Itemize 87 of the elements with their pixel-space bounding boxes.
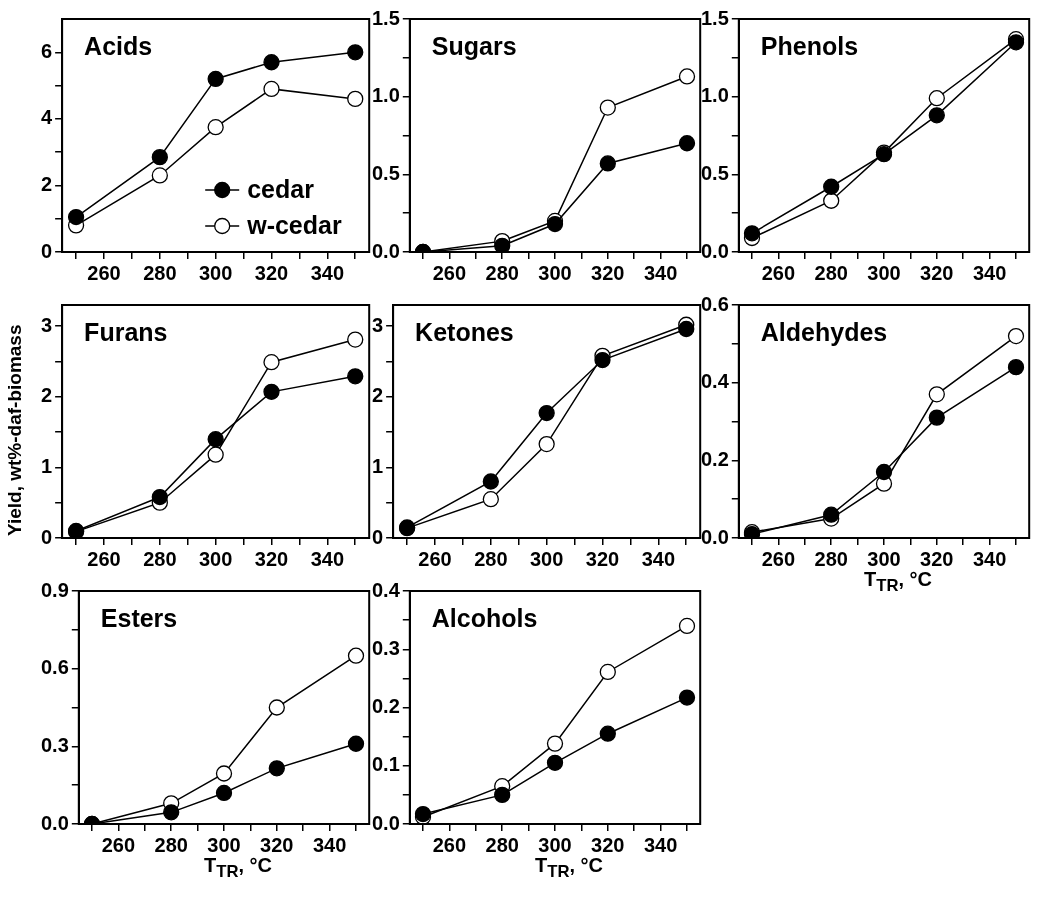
x-tick-label: 260 (87, 261, 121, 284)
y-tick-label: 0.9 (40, 578, 69, 601)
x-tick-label: 300 (198, 261, 233, 284)
x-axis-title: T$_{TR}$, °C (863, 568, 933, 596)
x-tick-label: 280 (143, 261, 177, 284)
x-tick-label: 280 (814, 261, 848, 284)
y-tick-label: 1 (372, 454, 384, 477)
x-tick-label: 340 (310, 261, 345, 284)
x-tick-label: 340 (643, 261, 678, 284)
x-tick-label: 320 (920, 261, 954, 284)
x-tick-label: 300 (538, 261, 572, 284)
x-tick-label: 260 (101, 833, 136, 856)
y-tick-label: 0.0 (371, 811, 400, 834)
y-tick-label: 0.0 (700, 525, 729, 548)
x-tick-label: 320 (254, 261, 289, 284)
x-tick-label: 300 (529, 547, 564, 570)
x-tick-label: 300 (198, 547, 233, 570)
x-tick-label: 300 (207, 833, 241, 856)
y-tick-label: 3 (372, 313, 384, 336)
y-tick-label: 0.2 (371, 695, 400, 718)
y-tick-label: 0.5 (371, 161, 400, 184)
x-tick-label: 320 (920, 547, 954, 570)
text: Acids (84, 32, 153, 60)
x-tick-label: 340 (641, 547, 676, 570)
x-tick-label: 320 (254, 547, 289, 570)
y-tick-label: 3 (41, 313, 53, 336)
text: Sugars (431, 32, 517, 60)
y-tick-label: 0.0 (700, 239, 729, 262)
x-tick-label: 260 (761, 547, 796, 570)
x-axis-title: T$_{TR}$, °C (534, 854, 604, 882)
text: Esters (100, 604, 178, 632)
x-tick-label: 300 (867, 261, 901, 284)
y-tick-label: 0.2 (700, 447, 729, 470)
text: Phenols (760, 32, 859, 60)
text: Furans (84, 318, 168, 346)
x-tick-label: 260 (761, 261, 796, 284)
x-tick-label: 280 (474, 547, 508, 570)
x-tick-label: 300 (867, 547, 901, 570)
x-tick-label: 320 (591, 833, 625, 856)
x-tick-label: 320 (585, 547, 620, 570)
legend-label: w-cedar (246, 210, 342, 239)
y-tick-label: 2 (41, 384, 53, 407)
y-tick-label: 1.0 (700, 84, 729, 107)
x-tick-label: 320 (260, 833, 294, 856)
x-tick-label: 340 (643, 833, 678, 856)
y-axis-title: Yield, wt%-daf-biomass (4, 323, 26, 538)
y-tick-label: 0.0 (40, 811, 69, 834)
y-tick-label: 0.1 (371, 753, 400, 776)
x-tick-label: 260 (432, 261, 467, 284)
y-tick-label: 0 (372, 525, 384, 548)
y-tick-label: 0.3 (40, 733, 69, 756)
x-tick-label: 320 (591, 261, 625, 284)
y-tick-label: 4 (41, 106, 53, 129)
x-tick-label: 340 (310, 547, 345, 570)
x-axis-title: T$_{TR}$, °C (203, 854, 273, 882)
y-tick-label: 6 (41, 39, 53, 62)
x-tick-label: 340 (312, 833, 347, 856)
y-tick-label: 2 (41, 172, 53, 195)
legend-label: cedar (247, 174, 315, 203)
x-tick-label: 260 (418, 547, 452, 570)
y-tick-label: 1.5 (371, 6, 400, 29)
y-tick-label: 0.5 (700, 161, 729, 184)
x-tick-label: 340 (972, 547, 1007, 570)
x-tick-label: 280 (154, 833, 188, 856)
y-tick-label: 0.6 (700, 292, 729, 315)
y-tick-label: 0 (41, 525, 53, 548)
x-tick-label: 280 (143, 547, 177, 570)
y-tick-label: 1 (41, 454, 53, 477)
y-tick-label: 1.0 (371, 84, 400, 107)
y-tick-label: 0.6 (40, 656, 69, 679)
x-tick-label: 300 (538, 833, 572, 856)
y-tick-label: 2 (372, 384, 384, 407)
y-tick-label: 0.4 (371, 578, 401, 601)
y-tick-label: 0 (41, 239, 53, 262)
x-tick-label: 280 (485, 261, 519, 284)
y-tick-label: 0.0 (371, 239, 400, 262)
x-tick-label: 260 (432, 833, 467, 856)
y-tick-label: 0.3 (371, 636, 400, 659)
x-tick-label: 280 (485, 833, 519, 856)
x-tick-label: 280 (814, 547, 848, 570)
y-tick-label: 0.4 (700, 370, 730, 393)
text: Ketones (415, 318, 514, 346)
x-tick-label: 260 (87, 547, 121, 570)
text: Alcohols (431, 604, 538, 632)
text: Aldehydes (760, 318, 888, 346)
x-tick-label: 340 (972, 261, 1007, 284)
y-tick-label: 1.5 (700, 6, 729, 29)
